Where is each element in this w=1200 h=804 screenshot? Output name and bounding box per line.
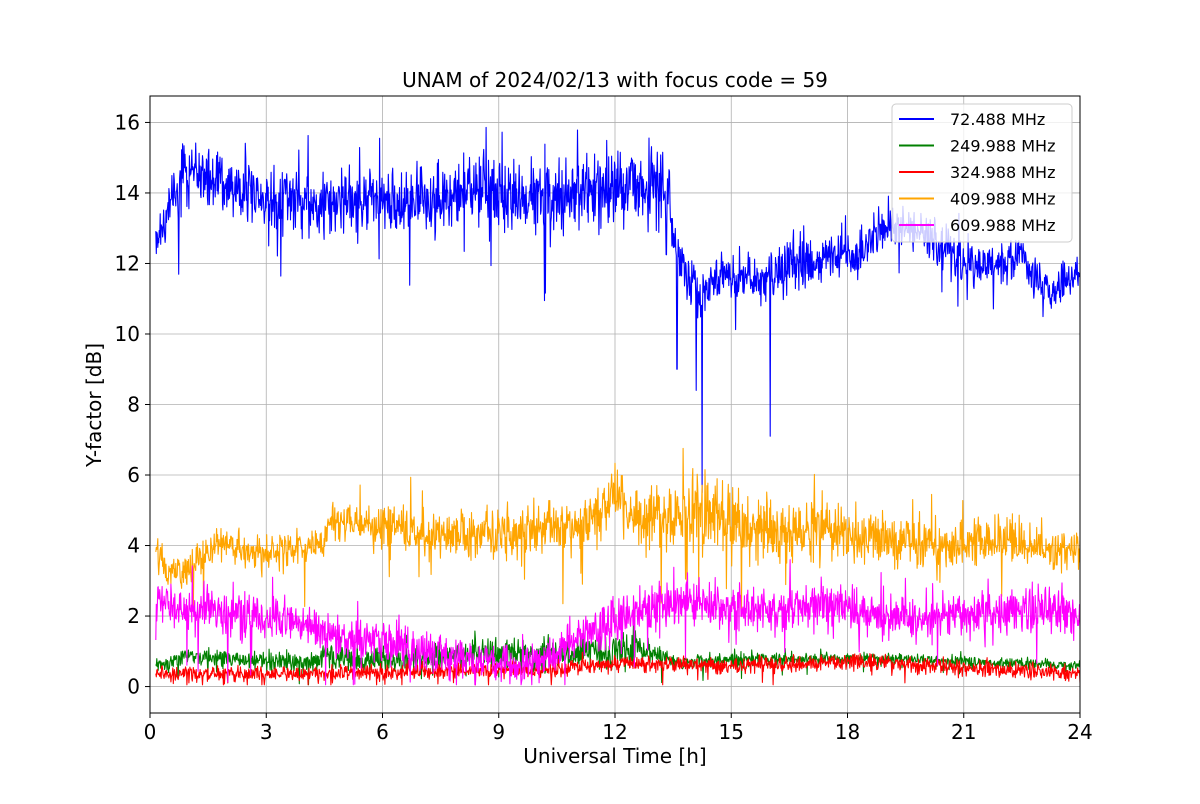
x-tick-label: 21 bbox=[951, 720, 976, 744]
y-tick-label: 14 bbox=[115, 181, 140, 205]
series-line bbox=[155, 559, 1080, 686]
y-tick-label: 10 bbox=[115, 322, 140, 346]
legend-label: 609.988 MHz bbox=[950, 216, 1055, 235]
x-axis: 0 3 6 9 12 15 18 21 24 bbox=[144, 713, 1093, 744]
x-tick-label: 12 bbox=[602, 720, 627, 744]
x-axis-label: Universal Time [h] bbox=[523, 744, 706, 768]
x-tick-label: 15 bbox=[719, 720, 744, 744]
y-tick-label: 2 bbox=[127, 604, 140, 628]
legend-label: 72.488 MHz bbox=[950, 110, 1045, 129]
legend-label: 324.988 MHz bbox=[950, 163, 1055, 182]
x-tick-label: 3 bbox=[260, 720, 273, 744]
legend: 72.488 MHz 249.988 MHz 324.988 MHz 409.988 … bbox=[891, 103, 1073, 243]
x-tick-label: 24 bbox=[1067, 720, 1092, 744]
y-axis-label: Y-factor [dB] bbox=[82, 343, 106, 468]
y-tick-label: 0 bbox=[127, 675, 140, 699]
y-tick-label: 12 bbox=[115, 251, 140, 275]
legend-box bbox=[891, 103, 1073, 243]
x-tick-label: 18 bbox=[835, 720, 860, 744]
series-line bbox=[155, 651, 1080, 686]
y-axis: 0 2 4 6 8 10 12 14 16 bbox=[115, 110, 150, 699]
y-tick-label: 8 bbox=[127, 393, 140, 417]
y-tick-label: 4 bbox=[127, 534, 140, 558]
legend-label: 249.988 MHz bbox=[950, 137, 1055, 156]
series-line bbox=[155, 447, 1080, 612]
x-tick-label: 0 bbox=[144, 720, 157, 744]
y-tick-label: 16 bbox=[115, 110, 140, 134]
y-tick-label: 6 bbox=[127, 463, 140, 487]
chart-title: UNAM of 2024/02/13 with focus code = 59 bbox=[402, 68, 828, 92]
x-tick-label: 9 bbox=[492, 720, 505, 744]
legend-label: 409.988 MHz bbox=[950, 190, 1055, 209]
x-tick-label: 6 bbox=[376, 720, 389, 744]
